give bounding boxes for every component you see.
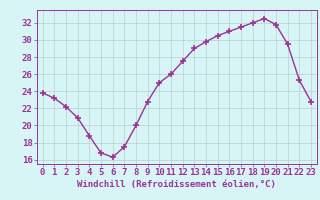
X-axis label: Windchill (Refroidissement éolien,°C): Windchill (Refroidissement éolien,°C) — [77, 180, 276, 189]
